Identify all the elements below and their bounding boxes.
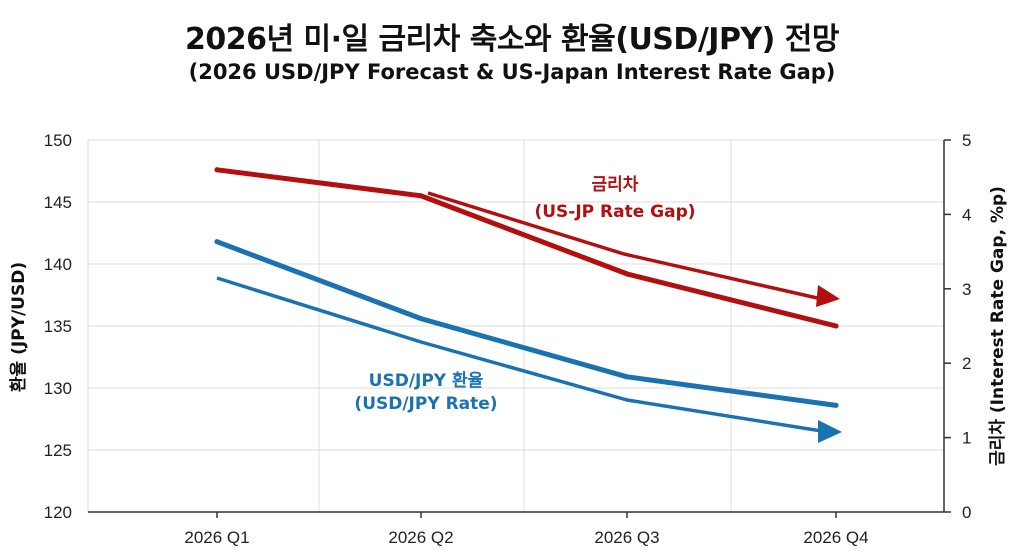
x-tick-label: 2026 Q4 [803, 528, 868, 547]
left-axis-label: 환율 (JPY/USD) [9, 262, 29, 392]
right-tick-label: 0 [962, 503, 971, 522]
usdjpy-arrowhead [818, 420, 842, 443]
rate-gap-point [418, 193, 424, 199]
usdjpy-annotation-subtitle: (USD/JPY Rate) [354, 394, 497, 414]
chart-title: 2026년 미·일 금리차 축소와 환율(USD/JPY) 전망 [184, 22, 840, 57]
rate-gap-annotation-title: 금리차 [592, 175, 639, 195]
rate-gap-point [214, 167, 220, 173]
left-tick-label: 145 [44, 193, 72, 212]
usdjpy-point [833, 402, 839, 408]
rate-gap-point [624, 271, 630, 277]
usdjpy-line [214, 239, 839, 408]
right-tick-label: 1 [962, 429, 971, 448]
right-tick-label: 4 [962, 205, 971, 224]
left-tick-label: 140 [44, 255, 72, 274]
x-tick-label: 2026 Q3 [594, 528, 659, 547]
left-tick-label: 125 [44, 441, 72, 460]
left-tick-label: 130 [44, 379, 72, 398]
rate-gap-trend-arrow [427, 191, 830, 304]
rate-gap-annotation-subtitle: (US-JP Rate Gap) [534, 202, 695, 222]
left-tick-label: 135 [44, 317, 72, 336]
chart-subtitle: (2026 USD/JPY Forecast & US-Japan Intere… [188, 60, 836, 84]
usdjpy-point [214, 239, 220, 245]
usdjpy-annotation-title: USD/JPY 환율 [369, 371, 484, 391]
usdjpy-trend-arrow [216, 276, 832, 436]
right-tick-label: 3 [962, 280, 971, 299]
right-tick-label: 5 [962, 131, 971, 150]
left-tick-label: 120 [44, 503, 72, 522]
x-tick-label: 2026 Q1 [184, 528, 249, 547]
right-tick-label: 2 [962, 354, 971, 373]
x-tick-label: 2026 Q2 [388, 528, 453, 547]
rate-gap-line [214, 167, 839, 329]
left-tick-label: 150 [44, 131, 72, 150]
usdjpy-point [624, 374, 630, 380]
rate-gap-point [833, 323, 839, 329]
usdjpy-point [418, 316, 424, 322]
right-axis-label: 금리차 (Interest Rate Gap, %p) [988, 186, 1008, 466]
rate-gap-arrowhead [816, 285, 840, 307]
